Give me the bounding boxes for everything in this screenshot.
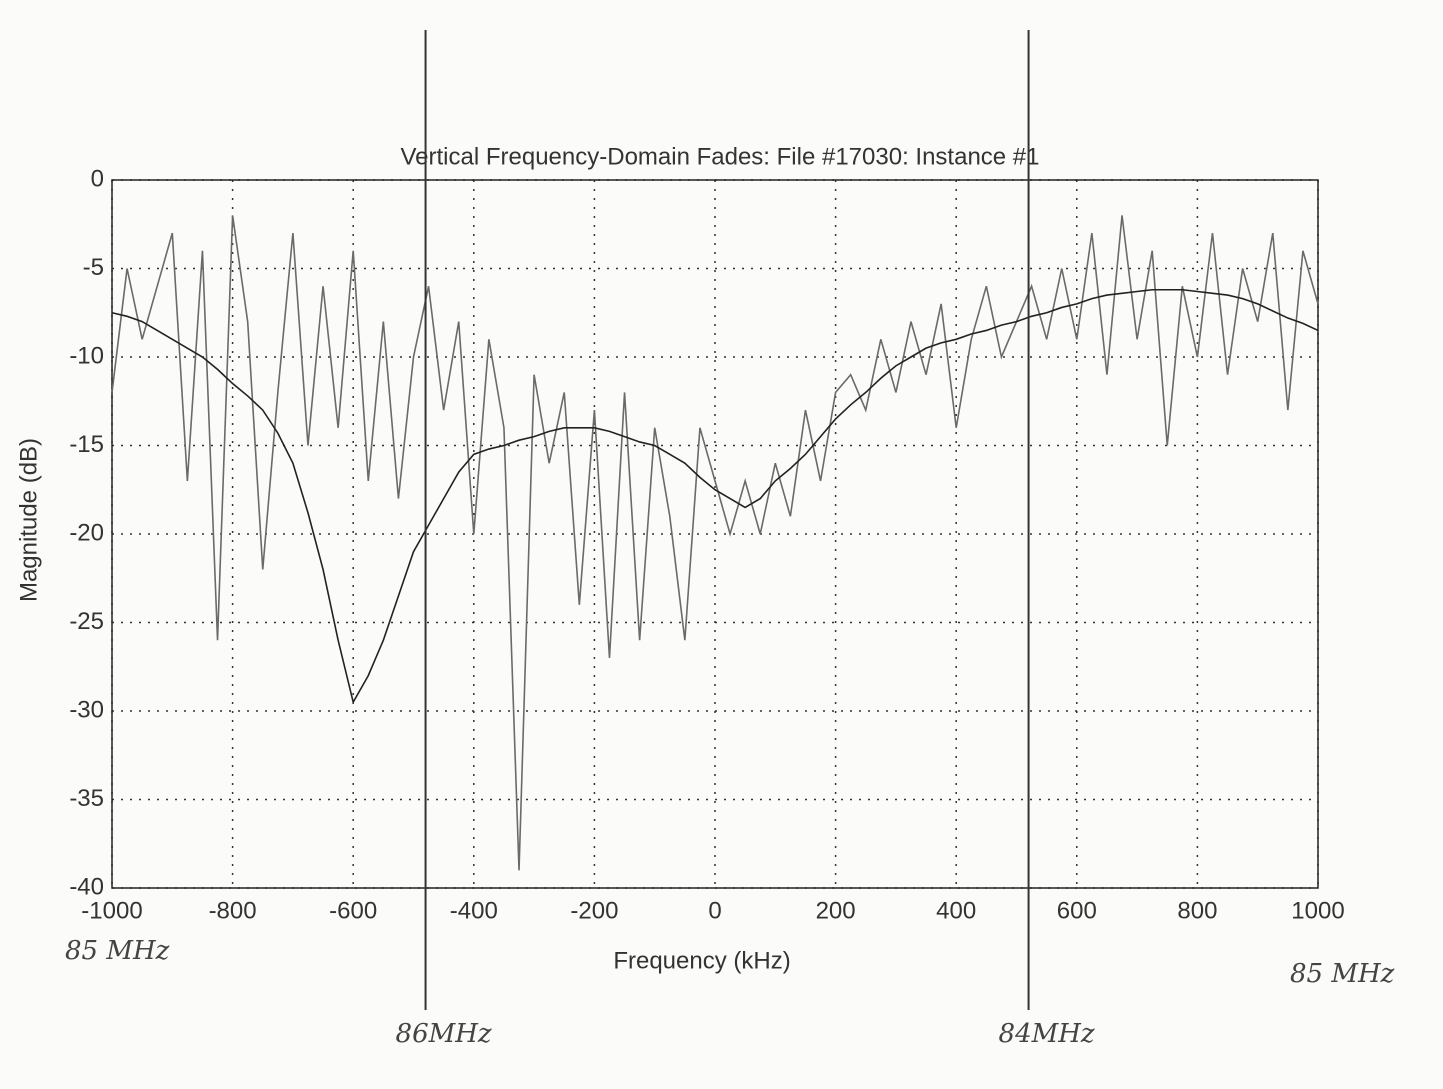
x-tick-label: 800 xyxy=(1177,897,1217,924)
y-tick-label: -35 xyxy=(69,785,104,812)
x-tick-label: 200 xyxy=(816,897,856,924)
data-line xyxy=(111,288,1319,705)
x-tick-label: 600 xyxy=(1057,897,1097,924)
x-tick-label: -400 xyxy=(450,897,498,924)
y-tick-label: -15 xyxy=(69,431,104,458)
x-tick-label: 400 xyxy=(936,897,976,924)
x-tick-label: 0 xyxy=(708,897,721,924)
y-tick-label: -40 xyxy=(69,873,104,900)
handwritten-note: 85 MHz xyxy=(1290,959,1395,989)
y-tick-label: -10 xyxy=(69,342,104,369)
y-tick-label: -20 xyxy=(69,519,104,546)
handwritten-note: 85 MHz xyxy=(65,936,170,966)
y-tick-label: -5 xyxy=(83,254,104,281)
y-axis-label: Magnitude (dB) xyxy=(15,438,42,602)
x-tick-label: -800 xyxy=(209,897,257,924)
x-tick-label: -1000 xyxy=(81,897,142,924)
y-tick-label: -30 xyxy=(69,696,104,723)
handwritten-note: 84MHz xyxy=(999,1019,1095,1049)
data-line xyxy=(111,215,1319,871)
y-tick-label: 0 xyxy=(91,165,104,192)
x-tick-label: -600 xyxy=(329,897,377,924)
x-tick-label: -200 xyxy=(570,897,618,924)
chart-title: Vertical Frequency-Domain Fades: File #1… xyxy=(400,143,1039,170)
handwritten-note: 86MHz xyxy=(396,1019,492,1049)
x-axis-label: Frequency (kHz) xyxy=(613,947,790,974)
plot-frame xyxy=(111,179,1319,889)
x-tick-label: 1000 xyxy=(1291,897,1344,924)
y-tick-label: -25 xyxy=(69,608,104,635)
